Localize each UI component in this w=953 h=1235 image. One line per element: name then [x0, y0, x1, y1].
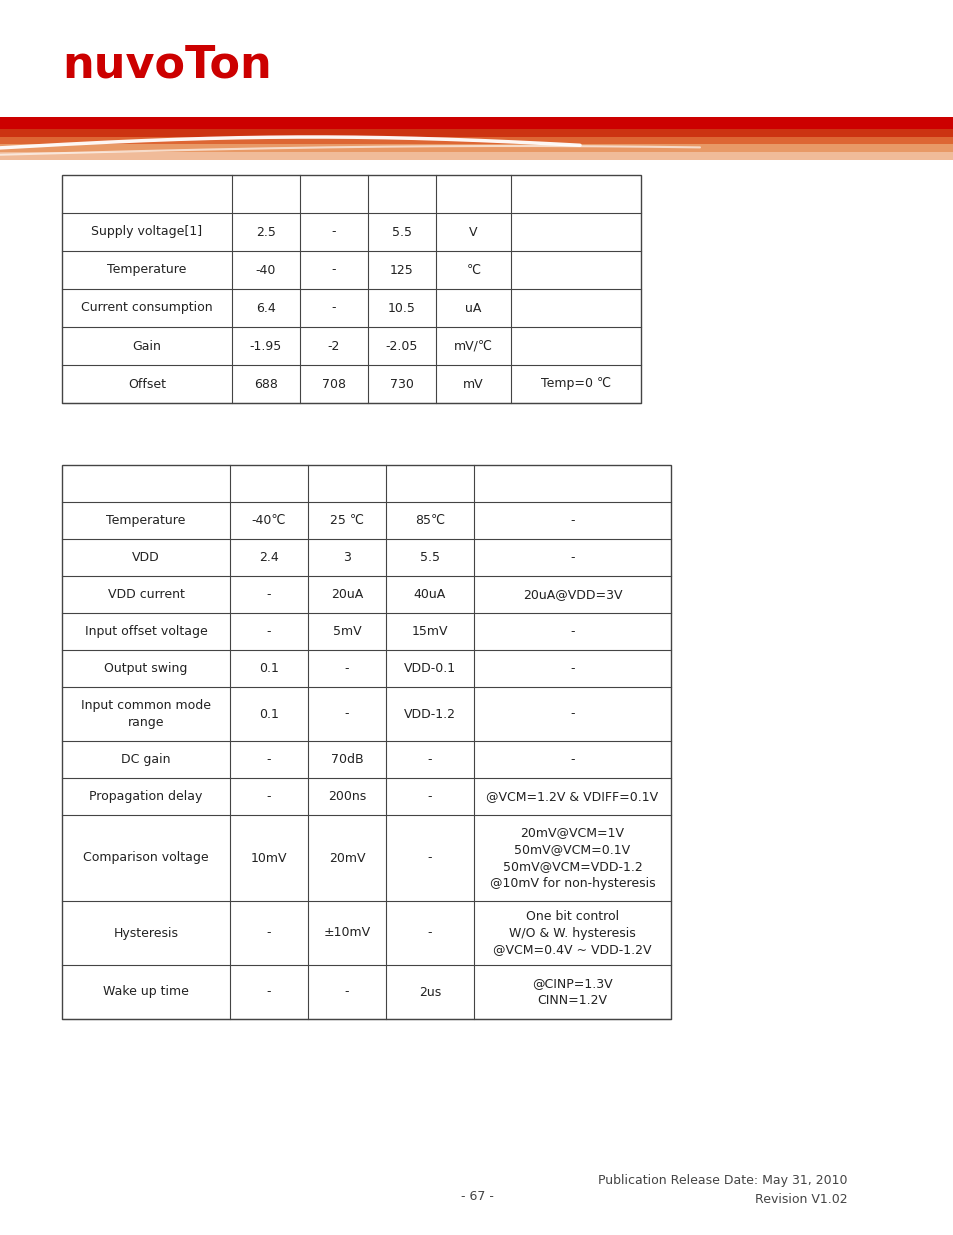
Text: -2: -2 [328, 340, 340, 352]
Text: -: - [427, 790, 432, 803]
Text: Input offset voltage: Input offset voltage [85, 625, 207, 638]
Bar [62, 175, 640, 403]
Text: -40: -40 [255, 263, 276, 277]
Text: 200ns: 200ns [328, 790, 366, 803]
Text: -: - [570, 662, 574, 676]
Text: 2us: 2us [418, 986, 440, 999]
Text: 25 ℃: 25 ℃ [330, 514, 363, 527]
Text: 688: 688 [253, 378, 277, 390]
Text: nuvoTon: nuvoTon [62, 44, 272, 86]
Text: 20uA: 20uA [331, 588, 363, 601]
Text: VDD current: VDD current [108, 588, 184, 601]
Text: 5.5: 5.5 [392, 226, 412, 238]
Text: One bit control
W/O & W. hysteresis
@VCM=0.4V ~ VDD-1.2V: One bit control W/O & W. hysteresis @VCM… [493, 909, 651, 956]
Text: -: - [570, 551, 574, 564]
Bar [0, 128, 953, 137]
Text: -: - [570, 625, 574, 638]
Text: mV: mV [463, 378, 483, 390]
Text: uA: uA [465, 301, 481, 315]
Text: -: - [344, 708, 349, 720]
Bar [0, 137, 953, 144]
Text: 730: 730 [390, 378, 414, 390]
Text: -: - [344, 986, 349, 999]
Text: 6.4: 6.4 [255, 301, 275, 315]
Bar [0, 117, 953, 128]
Text: Offset: Offset [128, 378, 166, 390]
Text: 5.5: 5.5 [419, 551, 439, 564]
Text: ℃: ℃ [466, 263, 480, 277]
Text: -: - [267, 986, 271, 999]
Text: VDD: VDD [132, 551, 160, 564]
Text: VDD-1.2: VDD-1.2 [403, 708, 456, 720]
Text: 125: 125 [390, 263, 414, 277]
Text: -: - [427, 926, 432, 940]
Text: 85℃: 85℃ [415, 514, 444, 527]
Text: 70dB: 70dB [331, 753, 363, 766]
Text: 20mV@VCM=1V
50mV@VCM=0.1V
50mV@VCM=VDD-1.2
@10mV for non-hysteresis: 20mV@VCM=1V 50mV@VCM=0.1V 50mV@VCM=VDD-1… [489, 826, 655, 890]
Text: V: V [469, 226, 477, 238]
Text: -: - [332, 226, 335, 238]
Text: Publication Release Date: May 31, 2010
Revision V1.02: Publication Release Date: May 31, 2010 R… [598, 1174, 847, 1207]
Text: Hysteresis: Hysteresis [113, 926, 178, 940]
Bar [0, 144, 953, 152]
Text: DC gain: DC gain [121, 753, 171, 766]
Text: 708: 708 [322, 378, 346, 390]
Text: -: - [332, 263, 335, 277]
Text: @VCM=1.2V & VDIFF=0.1V: @VCM=1.2V & VDIFF=0.1V [486, 790, 658, 803]
Text: -: - [267, 790, 271, 803]
Text: Comparison voltage: Comparison voltage [83, 851, 209, 864]
Text: -: - [570, 753, 574, 766]
Text: ±10mV: ±10mV [323, 926, 370, 940]
Bar [0, 152, 953, 161]
Text: Temperature: Temperature [106, 514, 186, 527]
Text: 10mV: 10mV [251, 851, 287, 864]
Text: 20uA@VDD=3V: 20uA@VDD=3V [522, 588, 621, 601]
Text: Temperature: Temperature [107, 263, 187, 277]
Text: -: - [332, 301, 335, 315]
Text: Input common mode
range: Input common mode range [81, 699, 211, 729]
Text: Gain: Gain [132, 340, 161, 352]
Text: 15mV: 15mV [412, 625, 448, 638]
Text: @CINP=1.3V
CINN=1.2V: @CINP=1.3V CINN=1.2V [532, 977, 612, 1007]
Text: Propagation delay: Propagation delay [90, 790, 202, 803]
Text: 2.4: 2.4 [259, 551, 278, 564]
Text: Current consumption: Current consumption [81, 301, 213, 315]
Text: 0.1: 0.1 [259, 708, 278, 720]
Text: -1.95: -1.95 [250, 340, 282, 352]
Text: mV/℃: mV/℃ [454, 340, 493, 352]
Text: 0.1: 0.1 [259, 662, 278, 676]
Text: -2.05: -2.05 [385, 340, 417, 352]
Text: -40℃: -40℃ [252, 514, 286, 527]
Text: - 67 -: - 67 - [460, 1191, 493, 1203]
Text: 40uA: 40uA [414, 588, 446, 601]
Bar [62, 466, 670, 1019]
Text: VDD-0.1: VDD-0.1 [403, 662, 456, 676]
Text: -: - [570, 514, 574, 527]
Text: -: - [267, 588, 271, 601]
Text: -: - [570, 708, 574, 720]
Text: Supply voltage[1]: Supply voltage[1] [91, 226, 202, 238]
Text: 5mV: 5mV [333, 625, 361, 638]
Text: 2.5: 2.5 [255, 226, 275, 238]
Text: -: - [267, 625, 271, 638]
Text: -: - [267, 926, 271, 940]
Text: -: - [427, 753, 432, 766]
Text: -: - [427, 851, 432, 864]
Text: Output swing: Output swing [104, 662, 188, 676]
Text: 20mV: 20mV [329, 851, 365, 864]
Text: 3: 3 [343, 551, 351, 564]
Text: 10.5: 10.5 [388, 301, 416, 315]
Text: -: - [344, 662, 349, 676]
Text: Wake up time: Wake up time [103, 986, 189, 999]
Text: Temp=0 ℃: Temp=0 ℃ [540, 378, 610, 390]
Text: -: - [267, 753, 271, 766]
